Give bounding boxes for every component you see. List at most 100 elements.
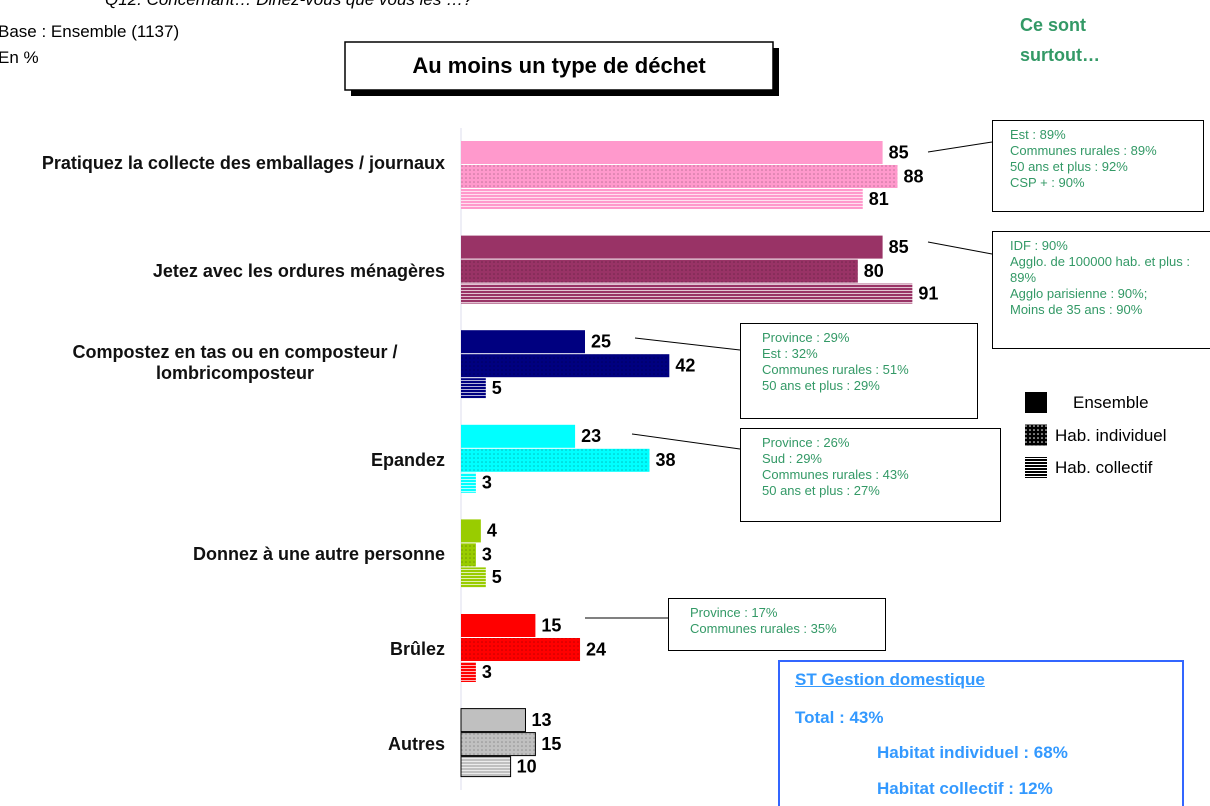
category-label: Pratiquez la collecte des emballages / j… [25,153,445,174]
legend-swatch [1025,424,1047,446]
bar [461,638,581,661]
annotation-box: IDF : 90% Agglo. de 100000 hab. et plus :… [992,231,1210,349]
category-text: Autres [387,733,445,754]
bar [461,424,576,448]
data-label: 4 [487,521,497,541]
bar [461,165,898,188]
bar [461,330,585,354]
data-label: 5 [492,567,502,587]
summary-total: Total : 43% [795,708,884,727]
data-label: 80 [864,261,884,281]
bar [460,756,512,778]
leader-line [927,241,993,255]
category-text: Pratiquez la collecte des emballages / j… [41,153,445,173]
data-label: 23 [581,426,601,446]
bar [461,283,913,304]
leader-line [631,433,741,450]
bar [460,732,536,757]
bar [461,472,476,493]
annotation-line: Communes rurales : 51% [762,362,909,377]
bar [461,378,486,399]
category-label: Epandez [25,450,445,471]
legend-label: Ensemble [1073,393,1149,412]
category-text: Jetez avec les ordures ménagères [152,260,445,281]
legend-swatch [1025,392,1047,413]
category-text: Brûlez [389,639,445,659]
bar [461,354,670,378]
data-label: 38 [655,450,675,470]
annotation-line: Province : 26% [762,435,850,450]
leader-line [634,337,741,351]
data-label: 91 [918,283,938,303]
data-label: 15 [541,615,561,635]
data-label: 10 [517,756,537,776]
data-label: 81 [869,189,889,209]
bar [461,614,536,637]
category-label: Jetez avec les ordures ménagères [25,261,445,282]
data-label: 85 [889,237,909,257]
category-text: Epandez [370,449,445,470]
data-label: 88 [903,166,923,186]
annotation-line: Moins de 35 ans : 90% [1010,302,1143,317]
title-box [344,41,774,91]
data-label: 3 [482,473,492,493]
annotation-line: Province : 29% [762,330,850,345]
annotation-line: Communes rurales : 89% [1010,143,1157,158]
data-label: 24 [586,639,606,659]
unit: En % [0,48,39,67]
category-text: Donnez à une autre personne [192,544,445,565]
question: Q12. Concernant… Diriez-vous que vous le… [105,0,473,10]
data-label: 3 [482,545,492,565]
category-label: Donnez à une autre personne [25,544,445,565]
bar [461,662,476,682]
chart-title: Au moins un type de déchet [412,53,706,78]
annotation-box: Province : 26% Sud : 29% Communes rurales … [740,428,1001,522]
data-label: 3 [482,662,492,682]
summary-collectif: Habitat collectif : 12% [877,779,1053,798]
category-label: Compostez en tas ou en composteur / lomb… [25,342,445,384]
annotation-line: Communes rurales : 43% [762,467,909,482]
data-label: 15 [541,734,561,754]
annotation-line: Est : 89% [1010,127,1066,142]
annotation-box: Province : 17% Communes rurales : 35% [668,598,886,651]
bar [461,567,486,588]
legend-label: Hab. individuel [1055,425,1167,445]
data-label: 13 [531,710,551,730]
bar [461,259,858,283]
bar [461,519,481,543]
bar [461,235,883,259]
annotation-line: IDF : 90% [1010,238,1068,253]
legend-label: Hab. collectif [1055,458,1153,477]
bar [461,189,863,209]
data-label: 25 [591,331,611,351]
leader-line [927,141,993,153]
data-label: 42 [675,355,695,375]
annotation-line: 50 ans et plus : 27% [762,483,880,498]
side-note: Ce sont surtout… [1020,15,1100,65]
annotation-line: 50 ans et plus : 92% [1010,159,1128,174]
category-text: Compostez en tas ou en composteur / lomb… [72,342,398,384]
category-label: Brûlez [25,639,445,660]
base: Base : Ensemble (1137) [0,22,180,41]
annotation-line: Agglo parisienne : 90%; [1010,286,1148,301]
annotation-line: Est : 32% [762,346,818,361]
annotation-line: 50 ans et plus : 29% [762,378,880,393]
annotation-box: Province : 29% Est : 32% Communes rurales … [740,323,978,419]
annotation-line: CSP + : 90% [1010,175,1085,190]
annotation-line: Agglo. de 100000 hab. et plus : 89% [1010,254,1190,285]
annotation-line: Province : 17% [690,605,778,620]
legend-swatch [1025,457,1047,478]
summary-individuel: Habitat individuel : 68% [877,743,1068,762]
annotation-line: Communes rurales : 35% [690,621,837,636]
summary-title: ST Gestion domestique [795,670,985,689]
bar [461,543,476,567]
data-label: 5 [492,378,502,398]
bar [461,448,650,472]
bar [461,141,883,164]
data-label: 85 [889,142,909,162]
annotation-line: Sud : 29% [762,451,822,466]
summary-box: ST Gestion domestique Total : 43% Habita… [778,660,1184,806]
annotation-box: Est : 89% Communes rurales : 89% 50 ans et… [992,120,1204,212]
